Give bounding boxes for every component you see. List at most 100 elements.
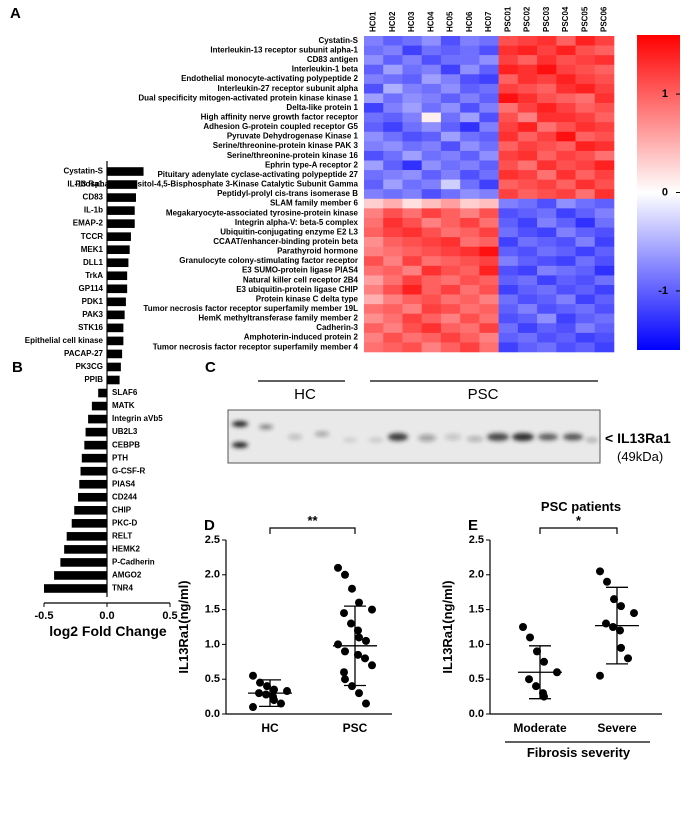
heat-cell	[594, 304, 615, 314]
heat-cell	[383, 313, 403, 324]
heat-cell	[479, 332, 499, 343]
data-point	[525, 675, 533, 684]
significance-bracket	[539, 527, 618, 534]
heat-cell	[575, 294, 596, 305]
row-label: Delta-like protein 1	[286, 103, 358, 112]
bar	[107, 167, 144, 176]
heat-cell	[402, 55, 422, 66]
data-point	[610, 595, 618, 604]
heat-cell	[498, 103, 519, 113]
heat-cell	[383, 294, 403, 305]
data-point	[354, 650, 362, 659]
heat-cell	[460, 45, 480, 56]
row-label: CD83 antigen	[307, 55, 358, 64]
heat-cell	[402, 131, 422, 142]
row-label: Ephrin type-A receptor 2	[265, 160, 359, 169]
heat-cell	[440, 36, 461, 46]
heat-cell	[460, 313, 480, 324]
heat-cell	[421, 131, 442, 142]
bar-label: Cystatin-S	[63, 167, 103, 176]
bar	[107, 336, 124, 346]
heat-cell	[440, 150, 461, 161]
heat-cell	[364, 150, 384, 161]
bar-label: TNR4	[112, 584, 133, 593]
heat-cell	[594, 198, 615, 209]
y-tick-label: 0.0	[205, 708, 220, 720]
heat-cell	[460, 160, 480, 171]
heat-cell	[460, 198, 480, 209]
heat-cell	[537, 332, 557, 343]
heat-cell	[402, 313, 422, 324]
heat-cell	[575, 275, 596, 286]
bar	[81, 453, 107, 463]
row-label: Interleukin-13 receptor subunit alpha-1	[210, 45, 358, 54]
heat-cell	[537, 74, 557, 85]
heat-cell	[479, 150, 499, 161]
bar	[64, 545, 107, 554]
heat-cell	[460, 103, 480, 113]
heat-cell	[537, 304, 557, 314]
heat-cell	[402, 189, 422, 200]
bar	[85, 427, 107, 437]
heat-cell	[460, 265, 480, 276]
data-point	[354, 626, 362, 635]
row-label: Protein kinase C delta type	[256, 294, 359, 303]
heat-cell	[364, 112, 384, 123]
heat-cell	[402, 64, 422, 75]
heat-cell	[364, 83, 384, 94]
y-axis-label: IL13Ra1(ng/ml)	[176, 580, 191, 673]
data-point	[341, 570, 349, 579]
heat-cell	[383, 122, 403, 133]
column-label: HC06	[465, 11, 474, 32]
data-point	[596, 671, 604, 680]
heat-cell	[440, 265, 461, 276]
heat-cell	[421, 227, 442, 238]
heat-cell	[402, 160, 422, 171]
data-point	[533, 647, 541, 656]
heat-cell	[460, 131, 480, 142]
bar	[60, 558, 107, 567]
bar-label: PPIB	[84, 375, 103, 384]
heat-cell	[460, 208, 480, 219]
heat-cell	[517, 150, 538, 161]
panel-label: D	[204, 517, 215, 534]
heat-cell	[440, 131, 461, 142]
heat-cell	[460, 122, 480, 133]
row-label: Peptidyl-prolyl cis-trans isomerase B	[217, 189, 358, 198]
heat-cell	[479, 45, 499, 56]
bar-label: CD244	[112, 492, 137, 501]
row-label: Interleukin-1 beta	[292, 65, 359, 74]
column-label: PSC06	[599, 6, 608, 32]
heat-cell	[575, 189, 596, 200]
data-point	[270, 696, 278, 705]
heat-cell	[402, 179, 422, 190]
bar-label: CHIP	[112, 505, 132, 514]
bar	[71, 519, 107, 528]
heat-cell	[556, 55, 576, 66]
heat-cell	[460, 83, 480, 94]
heat-cell	[364, 275, 384, 286]
heat-cell	[575, 265, 596, 276]
heat-cell	[594, 227, 615, 238]
heat-cell	[498, 265, 519, 276]
heat-cell	[517, 265, 538, 276]
heat-cell	[479, 122, 499, 133]
heat-cell	[479, 112, 499, 123]
heat-cell	[537, 342, 557, 353]
bar-label: DLL1	[83, 258, 104, 267]
heat-cell	[556, 179, 576, 190]
heat-cell	[556, 294, 576, 305]
data-point	[616, 626, 624, 635]
panel-label: A	[10, 5, 21, 22]
heat-cell	[594, 141, 615, 152]
heat-cell	[364, 284, 384, 295]
heat-cell	[383, 323, 403, 334]
heat-cell	[498, 160, 519, 171]
heat-cell	[460, 36, 480, 46]
heat-cell	[383, 304, 403, 314]
heat-cell	[594, 83, 615, 94]
heat-cell	[594, 74, 615, 85]
heat-cell	[575, 227, 596, 238]
heat-cell	[498, 131, 519, 142]
